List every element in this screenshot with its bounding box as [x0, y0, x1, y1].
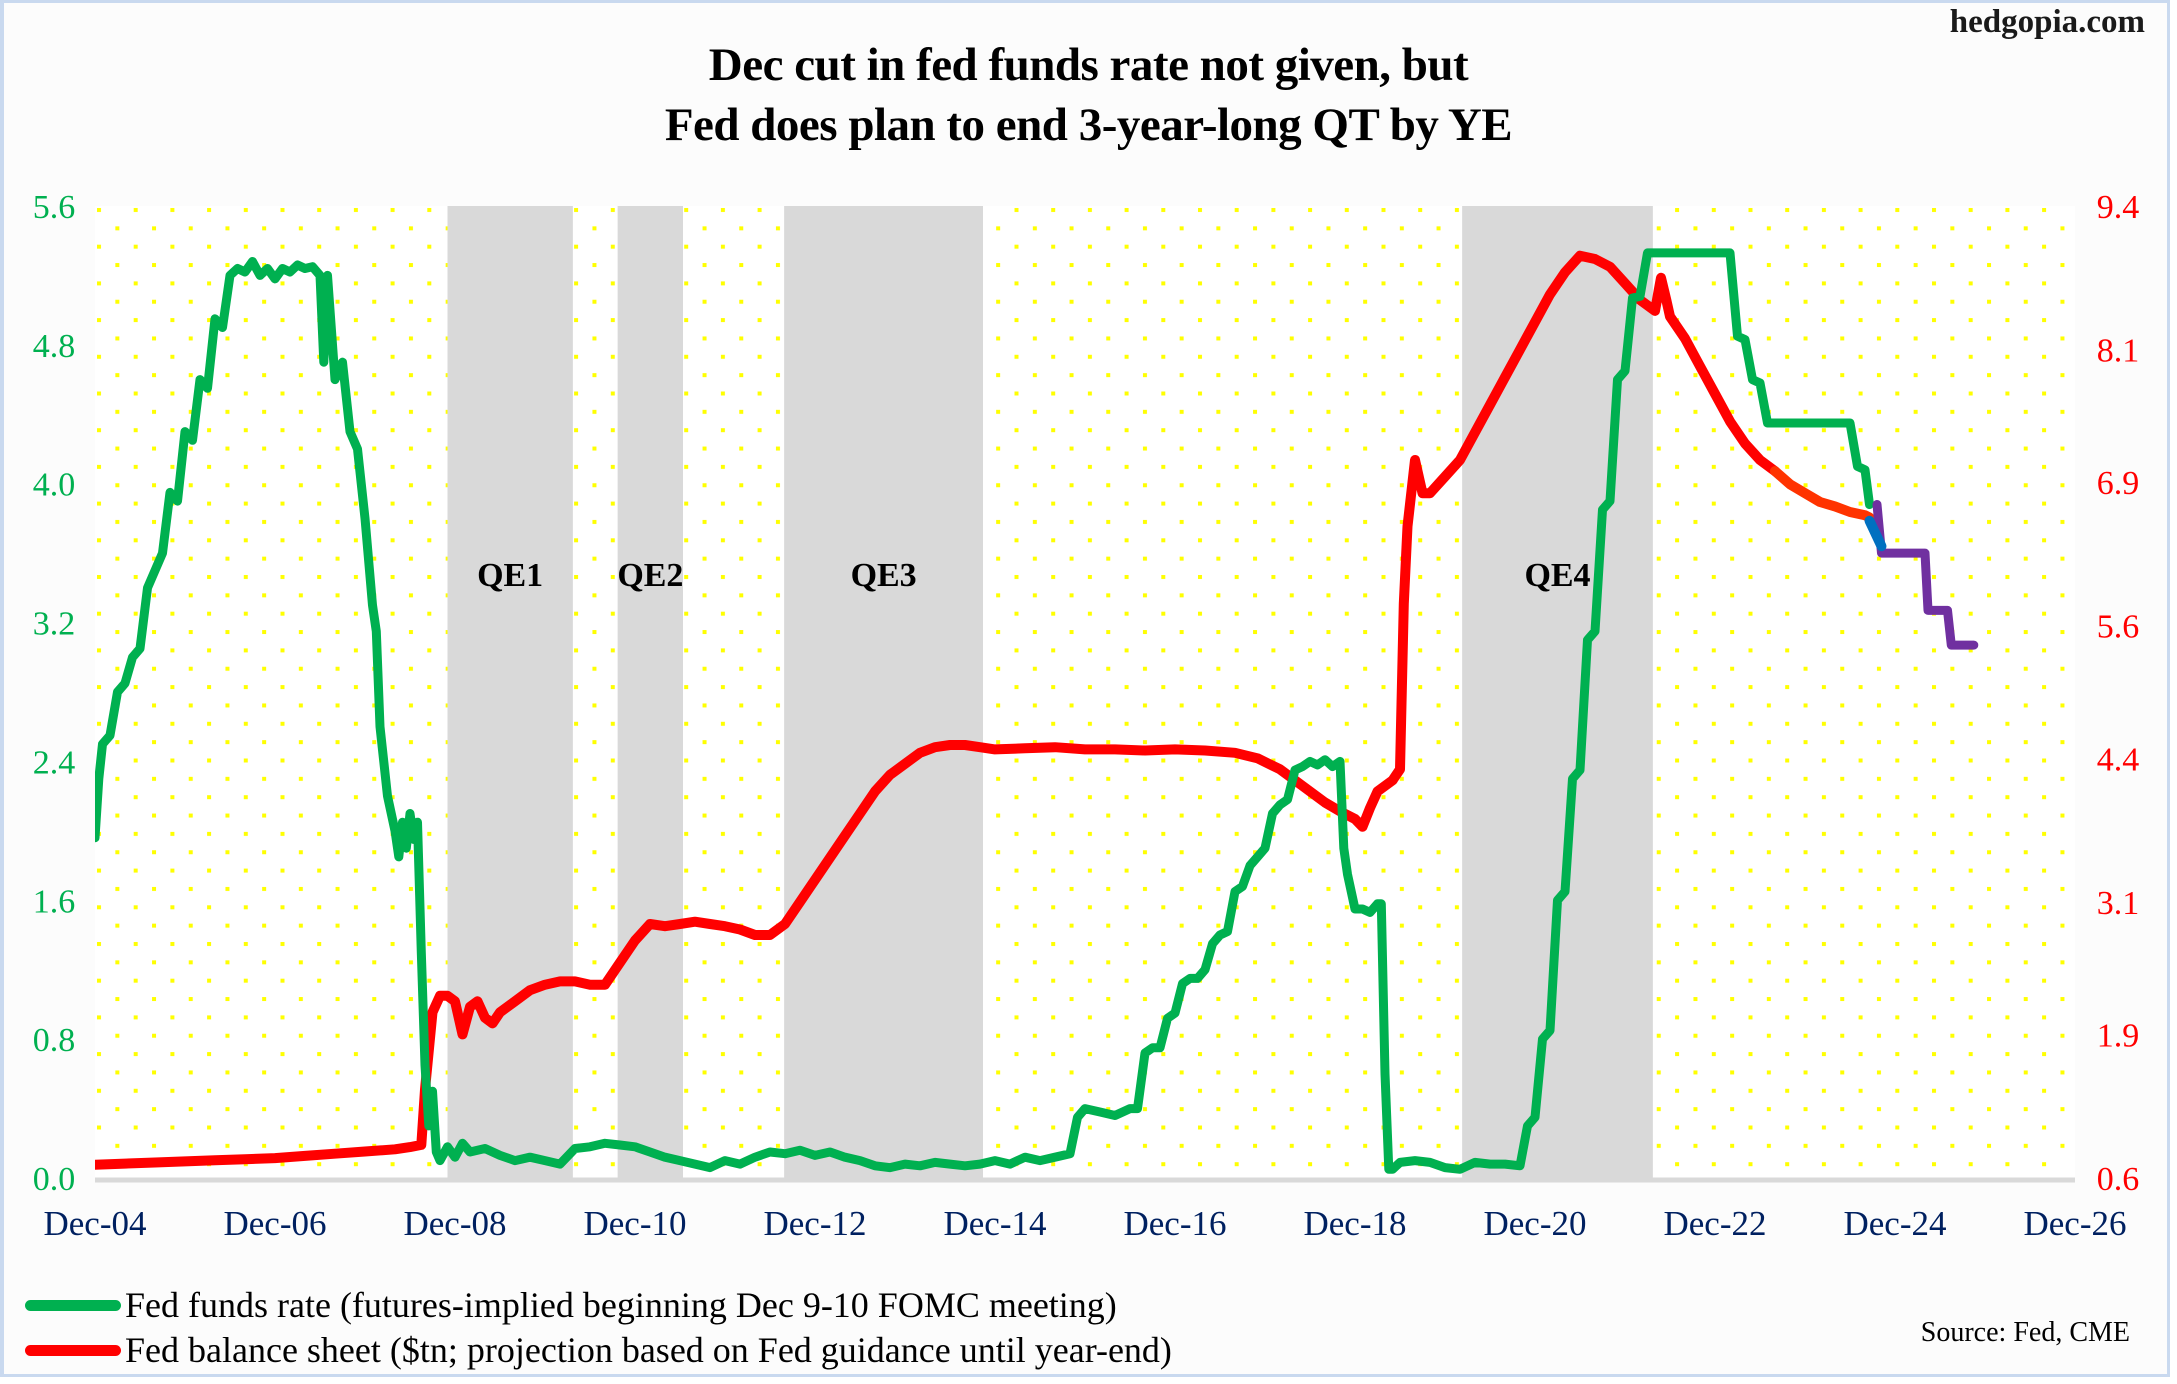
- y-left-tick-label: 0.0: [33, 1161, 76, 1198]
- y-right-tick-label: 6.9: [2097, 465, 2140, 502]
- balance-sheet-projection-line: [1864, 515, 1887, 552]
- y-left-tick-label: 3.2: [33, 606, 76, 643]
- x-tick-label: Dec-12: [763, 1204, 866, 1243]
- y-left-tick-label: 0.8: [33, 1022, 76, 1059]
- y-left-tick-label: 4.0: [33, 467, 76, 504]
- legend-label: Fed balance sheet ($tn; projection based…: [125, 1330, 1172, 1370]
- y-right-tick-label: 0.6: [2097, 1161, 2140, 1198]
- x-tick-label: Dec-06: [223, 1204, 326, 1243]
- x-tick-label: Dec-18: [1303, 1204, 1406, 1243]
- x-tick-label: Dec-26: [2023, 1204, 2126, 1243]
- x-tick-label: Dec-22: [1663, 1204, 1766, 1243]
- y-right-tick-label: 5.6: [2097, 609, 2140, 646]
- y-right-tick-label: 1.9: [2097, 1017, 2140, 1054]
- y-right-tick-label: 4.4: [2097, 741, 2140, 778]
- qe-band-label: QE2: [617, 557, 683, 594]
- legend-swatch-red-line: [25, 1344, 121, 1356]
- legend-swatch-green-line: [25, 1299, 121, 1311]
- x-tick-label: Dec-10: [583, 1204, 686, 1243]
- qe-band-label: QE4: [1524, 557, 1590, 594]
- legend-item-fed-funds: Fed funds rate (futures-implied beginnin…: [25, 1283, 1117, 1327]
- y-right-tick-label: 8.1: [2097, 333, 2140, 370]
- qe-band-label: QE3: [851, 557, 917, 594]
- source-note: Source: Fed, CME: [1920, 1317, 2130, 1348]
- y-left-tick-label: 5.6: [33, 189, 76, 226]
- y-left-tick-label: 4.8: [33, 328, 76, 365]
- qe-band-label: QE1: [477, 557, 543, 594]
- x-tick-label: Dec-08: [403, 1204, 506, 1243]
- y-right-tick-label: 9.4: [2097, 189, 2140, 226]
- chart-title-line-1: Dec cut in fed funds rate not given, but: [708, 39, 1469, 91]
- chart-title-line-2: Fed does plan to end 3-year-long QT by Y…: [664, 99, 1513, 151]
- y-left-tick-label: 2.4: [33, 744, 76, 781]
- fed-funds-projection-line: [1872, 500, 1979, 650]
- balance-sheet-line-recent: [1770, 466, 1875, 523]
- brand-label: hedgopia.com: [1949, 4, 2145, 40]
- balance-sheet-line: [95, 250, 1780, 1170]
- x-tick-label: Dec-04: [43, 1204, 146, 1243]
- y-left-tick-label: 1.6: [33, 883, 76, 920]
- legend-label: Fed funds rate (futures-implied beginnin…: [125, 1285, 1117, 1325]
- qe-band-fill: [617, 206, 683, 1178]
- x-tick-label: Dec-20: [1483, 1204, 1586, 1243]
- x-tick-label: Dec-14: [943, 1204, 1046, 1243]
- fed-funds-line: [95, 248, 1874, 1174]
- y-right-tick-label: 3.1: [2097, 885, 2140, 922]
- x-tick-label: Dec-24: [1843, 1204, 1946, 1243]
- legend-item-balance-sheet: Fed balance sheet ($tn; projection based…: [25, 1328, 1172, 1372]
- dotted-grid: [95, 206, 2075, 1178]
- qe-band-fill: [784, 206, 983, 1178]
- x-tick-label: Dec-16: [1123, 1204, 1226, 1243]
